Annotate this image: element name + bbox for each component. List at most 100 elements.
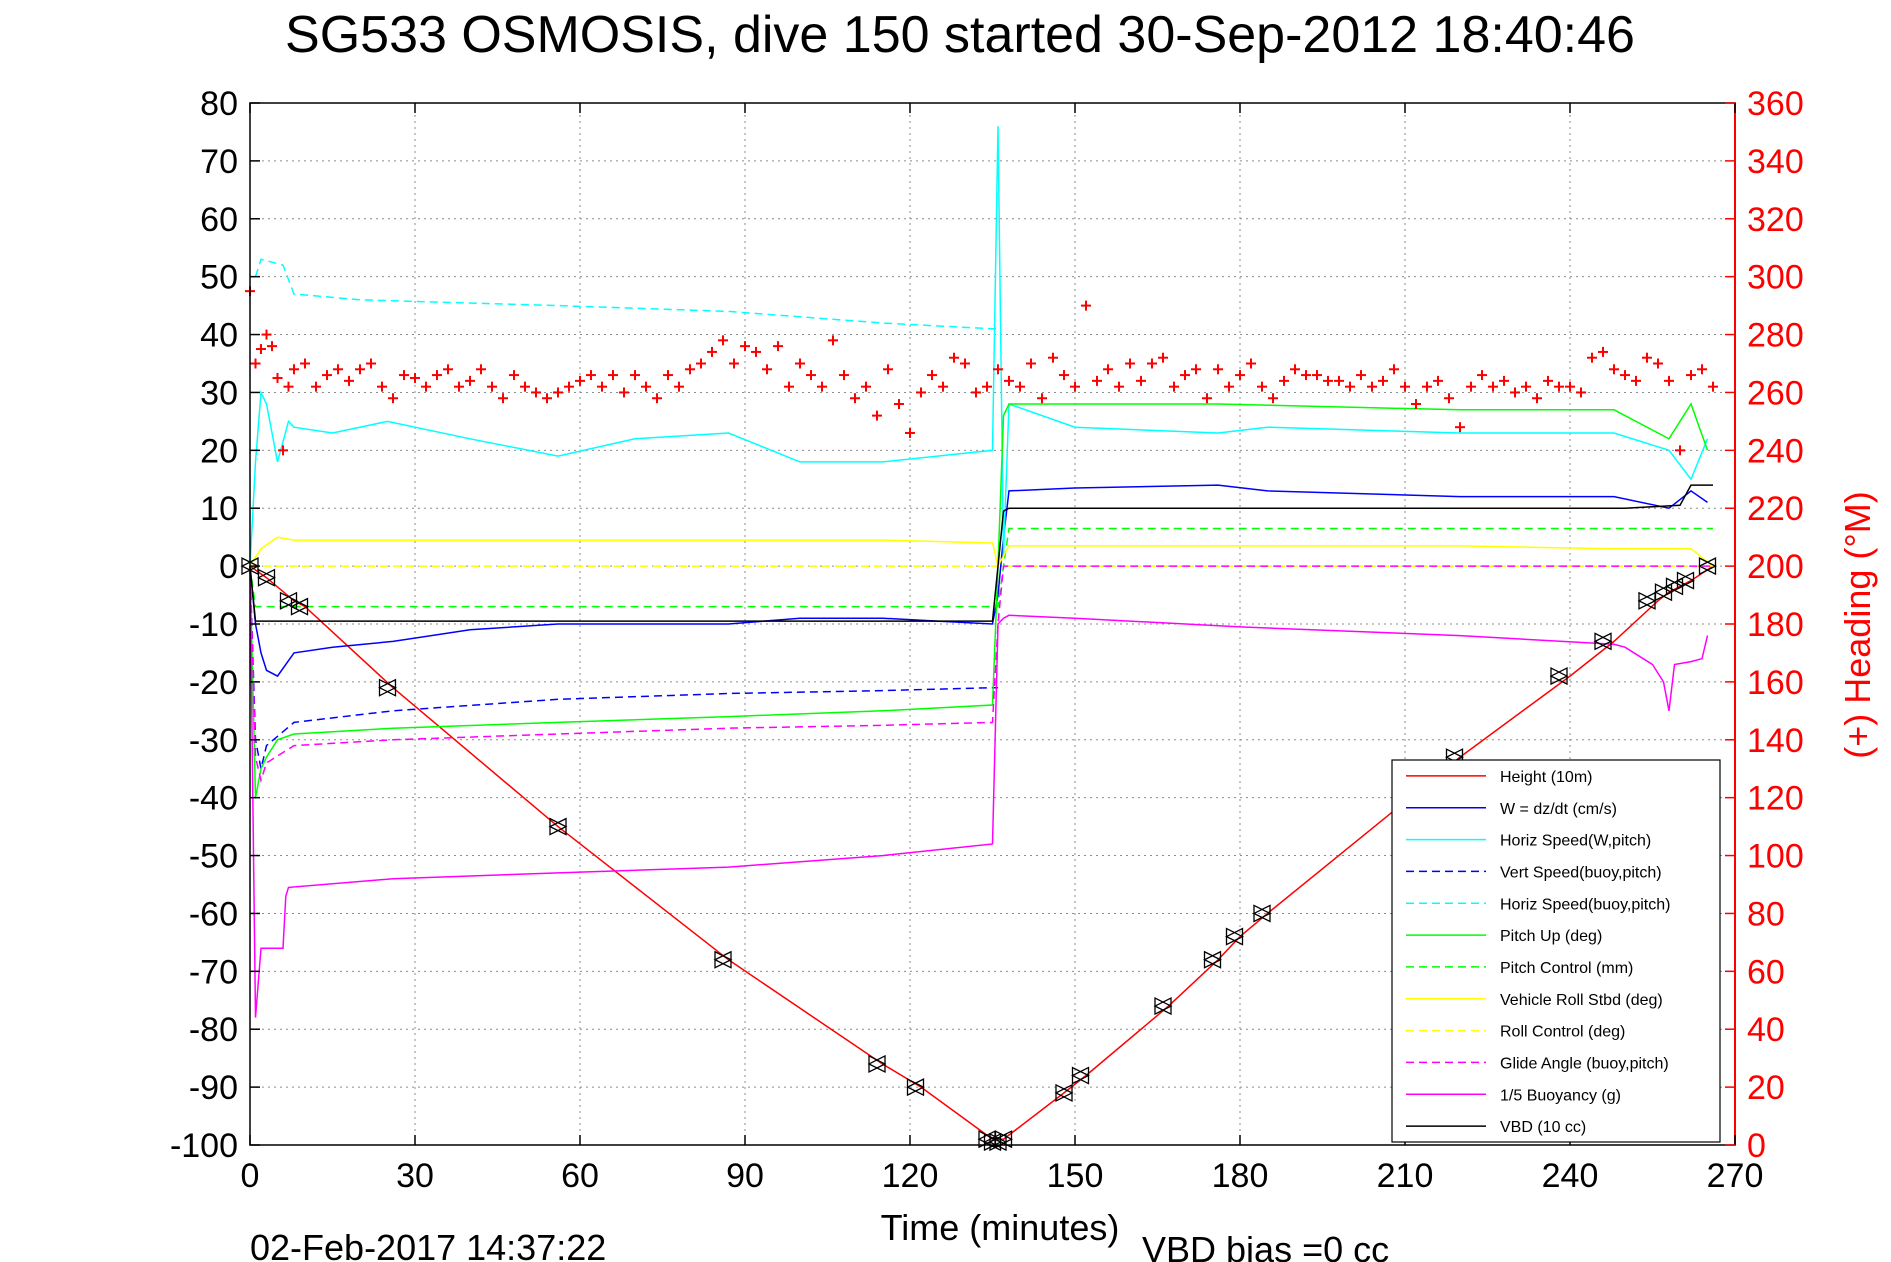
series-line-2: [249, 484, 1708, 678]
legend-box: [1391, 759, 1721, 1143]
y2-tick-label: 60: [1747, 953, 1785, 991]
heading-point: [1587, 352, 1597, 363]
heading-point: [1070, 381, 1080, 392]
dive-marker: [1225, 927, 1244, 946]
heading-point: [1257, 381, 1267, 392]
heading-point: [850, 393, 860, 404]
heading-point: [773, 341, 783, 352]
heading-point: [278, 445, 288, 456]
heading-point: [641, 381, 651, 392]
y2-tick-label: 220: [1747, 490, 1804, 528]
y2-tick-label: 180: [1747, 606, 1804, 644]
heading-point: [630, 370, 640, 381]
dive-marker: [988, 1133, 1008, 1152]
y2-tick-label: 320: [1747, 201, 1804, 239]
y-tick-label: -50: [189, 838, 238, 876]
heading-point: [949, 352, 959, 363]
dive-marker: [1054, 1083, 1074, 1102]
dive-marker: [548, 817, 568, 836]
heading-point: [1455, 422, 1465, 433]
heading-point: [1675, 445, 1685, 456]
heading-point: [1015, 381, 1025, 392]
y-tick-label: -10: [189, 606, 238, 644]
series-line-7: [249, 527, 1713, 608]
heading-point: [388, 393, 398, 404]
y2-tick-label: 360: [1747, 85, 1804, 123]
heading-point: [586, 370, 596, 381]
heading-point: [971, 387, 981, 398]
dive-marker: [290, 597, 309, 616]
dive-marker: [1203, 950, 1222, 969]
legend-label: Pitch Control (mm): [1500, 960, 1633, 977]
heading-point: [1521, 381, 1531, 392]
heading-point: [1444, 393, 1454, 404]
y-axis: -100-90-80-70-60-50-40-30-20-10010203040…: [170, 85, 260, 1165]
dive-marker: [906, 1078, 925, 1097]
y-tick-label: 40: [200, 317, 238, 355]
heading-point: [267, 341, 277, 352]
heading-point: [1532, 393, 1542, 404]
x-tick-label: 210: [1377, 1157, 1434, 1195]
heading-point: [1235, 370, 1245, 381]
heading-point: [718, 335, 728, 346]
y-tick-label: 10: [200, 490, 238, 528]
heading-point: [993, 364, 1003, 375]
heading-point: [399, 370, 409, 381]
heading-point: [564, 381, 574, 392]
dive-marker: [257, 568, 276, 587]
heading-point: [377, 381, 387, 392]
legend-label: Vert Speed(buoy,pitch): [1500, 864, 1662, 881]
y-tick-label: 50: [200, 259, 238, 297]
legend-label: Vehicle Roll Stbd (deg): [1500, 992, 1663, 1009]
x-tick-label: 150: [1047, 1157, 1104, 1195]
heading-point: [272, 372, 283, 383]
heading-point: [1202, 393, 1212, 404]
heading-point: [1323, 375, 1333, 386]
heading-point: [1246, 358, 1256, 369]
heading-point: [421, 381, 431, 392]
dive-marker: [994, 1130, 1013, 1149]
heading-point: [443, 364, 453, 375]
heading-point: [1180, 370, 1190, 381]
heading-point: [1389, 364, 1399, 375]
y2-tick-label: 260: [1747, 374, 1804, 412]
dive-marker: [983, 1133, 1002, 1152]
heading-point: [553, 387, 563, 398]
series-line-8: [249, 536, 1714, 569]
x-tick-label: 0: [241, 1157, 260, 1195]
dive-marker: [1071, 1066, 1090, 1085]
heading-point: [1631, 375, 1641, 386]
heading-point: [729, 358, 739, 369]
x-tick-label: 270: [1707, 1157, 1764, 1195]
y-tick-label: -80: [189, 1011, 238, 1049]
heading-point: [1400, 381, 1410, 392]
heading-point: [1213, 364, 1223, 375]
heading-point: [1356, 370, 1366, 381]
series-line-10: [249, 565, 1713, 784]
heading-point: [795, 358, 805, 369]
heading-point: [839, 370, 849, 381]
legend-label: Height (10m): [1500, 769, 1592, 786]
heading-point: [410, 372, 420, 383]
heading-point: [1290, 364, 1300, 375]
heading-point: [283, 381, 294, 392]
y-tick-label: -70: [189, 953, 238, 991]
y2-tick-label: 40: [1747, 1011, 1785, 1049]
heading-point: [1620, 370, 1630, 381]
heading-point: [333, 364, 343, 375]
heading-point: [1092, 375, 1102, 386]
heading-point: [498, 393, 508, 404]
heading-point: [366, 358, 376, 369]
heading-point: [1642, 352, 1652, 363]
y2-tick-label: 340: [1747, 143, 1804, 181]
heading-point: [432, 370, 442, 381]
series-line-11: [249, 566, 1709, 1018]
heading-point: [619, 387, 629, 398]
dive-marker: [378, 678, 397, 697]
dive-marker: [1676, 571, 1695, 590]
heading-point: [1686, 370, 1696, 381]
heading-point: [454, 381, 464, 392]
x-tick-label: 180: [1212, 1157, 1269, 1195]
series-line-12: [249, 484, 1713, 622]
